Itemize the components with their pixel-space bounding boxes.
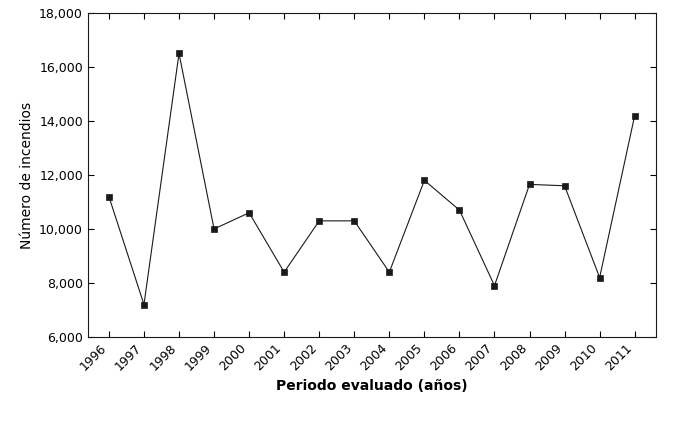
X-axis label: Periodo evaluado (años): Periodo evaluado (años) bbox=[276, 379, 468, 393]
Y-axis label: Número de incendios: Número de incendios bbox=[20, 102, 34, 248]
